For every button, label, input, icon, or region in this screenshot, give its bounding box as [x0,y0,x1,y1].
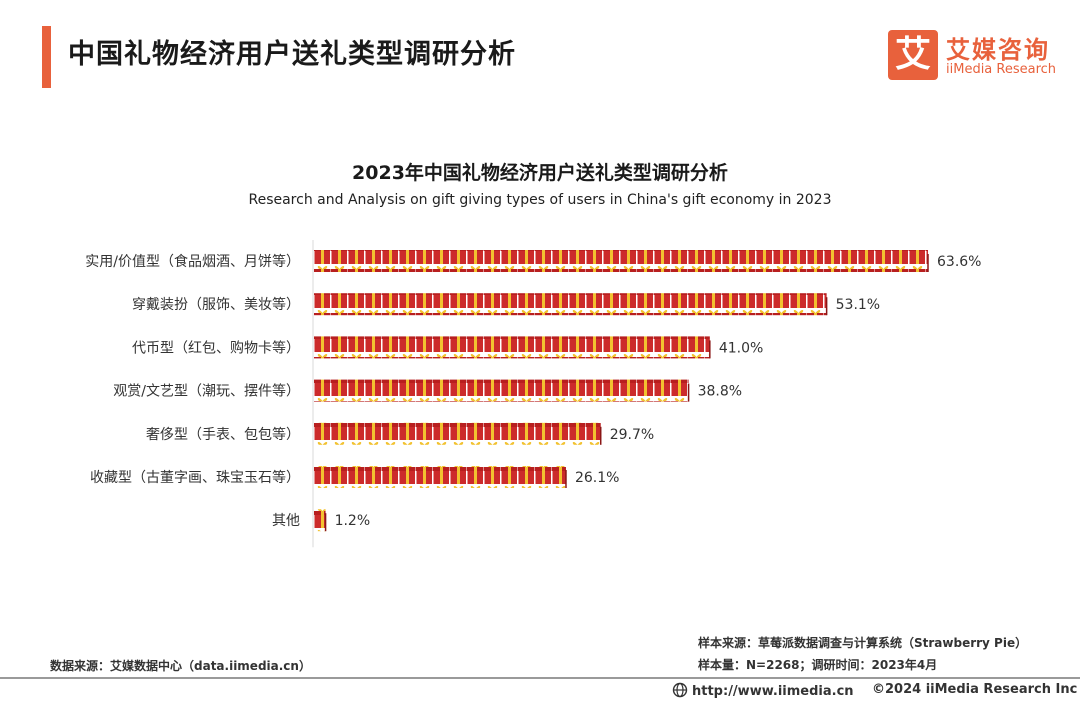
footer-url-link[interactable]: http://www.iimedia.cn [672,682,854,699]
chart-title: 2023年中国礼物经济用户送礼类型调研分析 [352,162,728,184]
logo-name-en: iiMedia Research [946,62,1057,77]
category-label: 收藏型（古董字画、珠宝玉石等） [90,469,300,486]
chart-subtitle: Research and Analysis on gift giving typ… [248,192,832,208]
category-label: 奢侈型（手表、包包等） [146,426,300,443]
data-label: 26.1% [575,470,619,486]
category-label: 代币型（红包、购物卡等） [132,339,300,356]
sample-size-note: 样本量：N=2268；调研时间：2023年4月 [698,658,938,672]
category-label: 其他 [272,513,300,529]
bar [314,509,326,532]
iimedia-logo: 艾 艾媒咨询 iiMedia Research [888,30,1068,80]
data-label: 29.7% [610,427,654,443]
title-accent-bar [42,26,51,88]
bar [314,250,928,272]
page-title: 中国礼物经济用户送礼类型调研分析 [68,39,516,70]
data-label: 1.2% [335,513,371,529]
sample-source-note: 样本来源：草莓派数据调查与计算系统（Strawberry Pie） [698,636,1028,650]
bar [314,336,710,359]
category-label: 穿戴装扮（服饰、美妆等） [132,296,300,313]
footer-copyright: ©2024 iiMedia Research Inc [872,682,1078,697]
category-label: 观赏/文艺型（潮玩、摆件等） [113,383,300,400]
bar [314,466,566,488]
data-label: 63.6% [937,254,981,270]
logo-mark-icon: 艾 [888,30,938,80]
bar [314,422,601,445]
data-source-note: 数据来源：艾媒数据中心（data.iimedia.cn） [50,659,311,673]
footer-divider [0,677,1080,679]
globe-icon [672,682,688,698]
data-label: 38.8% [698,384,742,400]
footer-url-text: http://www.iimedia.cn [692,684,854,699]
bar [314,293,827,316]
data-label: 41.0% [719,340,763,356]
category-label: 实用/价值型（食品烟酒、月饼等） [85,253,300,270]
data-label: 53.1% [836,297,880,313]
bar [314,379,689,402]
logo-name-cn: 艾媒咨询 [946,36,1050,64]
